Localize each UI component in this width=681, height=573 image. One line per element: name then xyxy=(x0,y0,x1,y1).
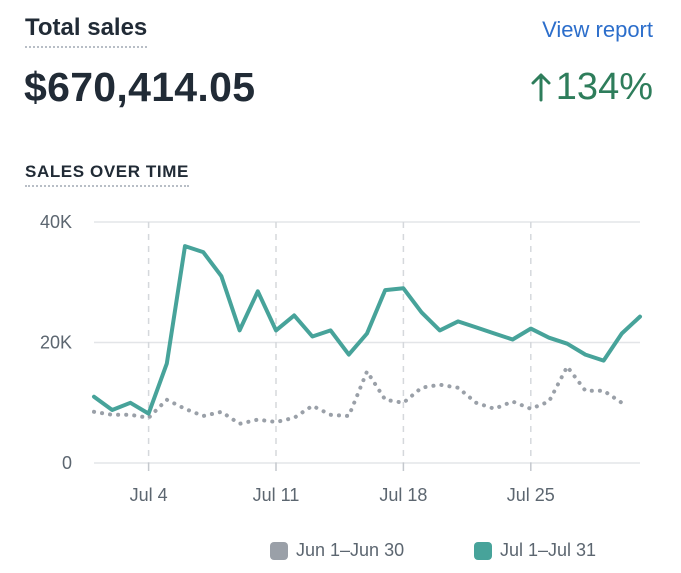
legend-swatch-current xyxy=(474,541,492,560)
arrow-up-icon xyxy=(531,73,551,102)
x-tick-label: Jul 18 xyxy=(379,485,427,505)
x-tick-label: Jul 11 xyxy=(253,485,300,505)
sales-over-time-chart: 0 20K 40K Jul 4 Jul 11 Jul 18 Jul 25 xyxy=(40,212,642,505)
change-percent: 134% xyxy=(555,66,653,108)
series-line-current xyxy=(92,244,642,416)
card-title: Total sales xyxy=(25,14,148,48)
x-tick-label: Jul 4 xyxy=(130,485,168,505)
legend-label-previous: Jun 1–Jun 30 xyxy=(296,540,405,560)
legend-swatch-previous xyxy=(270,541,288,560)
x-tick-label: Jul 25 xyxy=(507,485,555,505)
y-tick-label: 20K xyxy=(40,333,72,353)
series-line-previous xyxy=(92,364,624,426)
legend-item-current: Jul 1–Jul 31 xyxy=(474,540,596,561)
y-tick-label: 0 xyxy=(62,453,72,473)
chart-legend: Jun 1–Jun 30 Jul 1–Jul 31 xyxy=(0,540,681,566)
section-title: SALES OVER TIME xyxy=(25,162,189,187)
view-report-link[interactable]: View report xyxy=(542,17,653,42)
legend-label-current: Jul 1–Jul 31 xyxy=(500,540,597,560)
change-indicator: 134% xyxy=(530,62,653,112)
y-tick-label: 40K xyxy=(40,212,72,232)
legend-item-previous: Jun 1–Jun 30 xyxy=(270,540,404,561)
total-sales-value: $670,414.05 xyxy=(24,64,256,110)
